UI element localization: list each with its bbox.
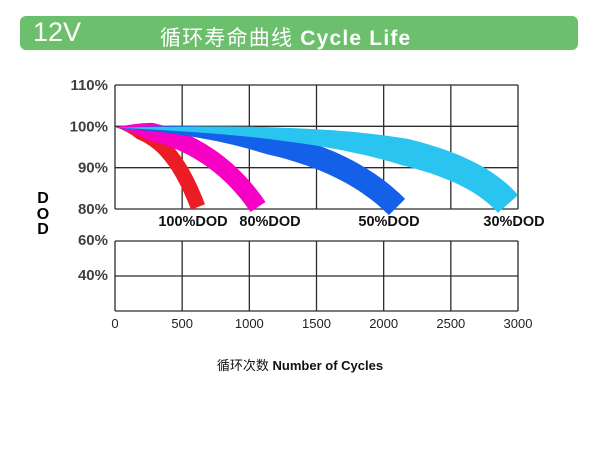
- svg-text:80%: 80%: [78, 201, 108, 218]
- svg-text:100%DOD: 100%DOD: [158, 214, 227, 230]
- svg-text:100%: 100%: [70, 119, 108, 136]
- svg-text:2500: 2500: [436, 316, 465, 331]
- svg-text:110%: 110%: [70, 77, 108, 94]
- svg-text:50%DOD: 50%DOD: [358, 214, 419, 230]
- svg-text:1500: 1500: [302, 316, 331, 331]
- svg-text:40%: 40%: [78, 267, 108, 284]
- svg-text:80%DOD: 80%DOD: [239, 214, 300, 230]
- svg-text:3000: 3000: [504, 316, 533, 331]
- svg-text:90%: 90%: [78, 160, 108, 177]
- svg-text:1000: 1000: [235, 316, 264, 331]
- svg-text:60%: 60%: [78, 232, 108, 249]
- svg-text:0: 0: [111, 316, 118, 331]
- svg-text:2000: 2000: [369, 316, 398, 331]
- svg-text:500: 500: [171, 316, 193, 331]
- svg-text:30%DOD: 30%DOD: [483, 214, 544, 230]
